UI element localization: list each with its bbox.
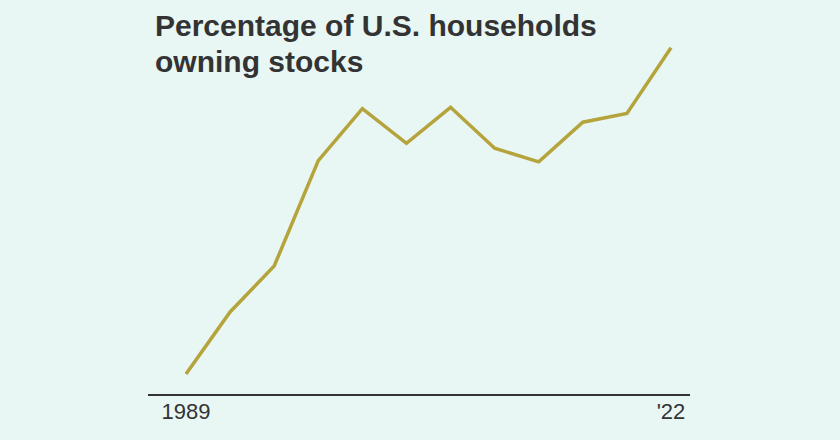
svg-text:1989: 1989: [162, 399, 211, 424]
svg-text:'22: '22: [657, 399, 686, 424]
html-text:Percentage of U.S. households: Percentage of U.S. households owning sto…: [155, 9, 597, 78]
